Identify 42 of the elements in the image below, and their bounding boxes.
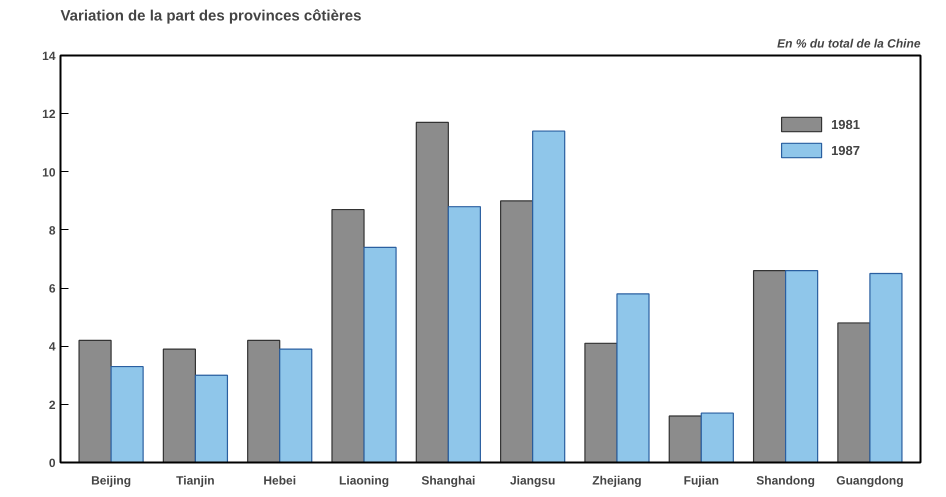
x-tick-label: Fujian	[684, 474, 719, 488]
bar	[279, 348, 312, 462]
bar	[616, 293, 650, 462]
y-tick-label: 4	[48, 340, 56, 354]
x-tick-label: Guangdong	[836, 474, 904, 488]
bar	[448, 206, 481, 462]
chart-subtitle: En % du total de la Chine	[777, 36, 921, 50]
bar	[331, 208, 365, 462]
y-tick-label: 0	[48, 456, 56, 470]
x-tick-label: Zhejiang	[592, 474, 642, 488]
bar	[247, 340, 280, 462]
x-tick-label: Hebei	[263, 474, 296, 488]
bar	[752, 270, 786, 462]
bar	[532, 130, 566, 462]
bar	[110, 366, 144, 462]
y-tick-label: 14	[42, 49, 56, 63]
x-tick-label: Jiangsu	[510, 474, 556, 488]
bar	[584, 342, 618, 462]
y-tick-label: 12	[42, 107, 56, 122]
bar	[700, 412, 734, 462]
y-tick-label: 2	[48, 398, 56, 412]
x-tick-label: Beijing	[91, 474, 132, 488]
bar	[162, 348, 196, 462]
y-tick-label: 8	[48, 223, 56, 238]
bar	[785, 270, 818, 462]
x-tick-label: Shanghai	[421, 474, 476, 488]
legend-label: 1987	[831, 142, 860, 158]
bar	[363, 246, 397, 462]
bar	[500, 200, 534, 462]
x-tick-label: Shandong	[756, 474, 815, 488]
bar	[869, 272, 903, 462]
chart-title: Variation de la part des provinces côtières	[60, 8, 362, 24]
bar	[78, 340, 112, 462]
bar	[668, 415, 702, 462]
x-tick-label: Liaoning	[339, 474, 390, 488]
bar	[837, 322, 871, 462]
bar	[416, 122, 449, 462]
bar	[194, 374, 228, 462]
y-tick-label: 6	[48, 282, 56, 296]
legend-label: 1981	[831, 116, 860, 132]
y-tick-label: 10	[42, 165, 56, 180]
x-tick-label: Tianjin	[176, 474, 215, 488]
